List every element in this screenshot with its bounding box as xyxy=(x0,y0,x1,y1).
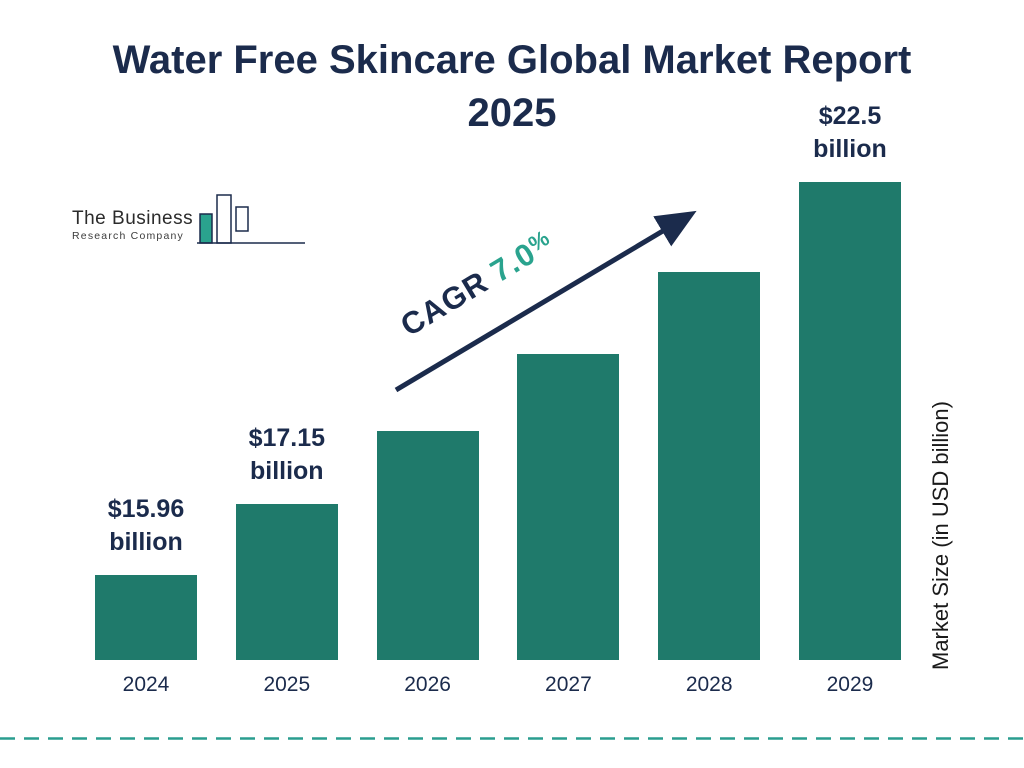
logo-name: The Business xyxy=(72,208,194,229)
bar-2025 xyxy=(235,503,338,660)
bar-2028 xyxy=(658,271,761,660)
logo-barchart-icon xyxy=(197,194,306,244)
bar-value-unit: billion xyxy=(249,456,324,485)
x-axis-label-2025: 2025 xyxy=(263,673,311,696)
bar-column-2029: $22.5 billion 2029 xyxy=(798,100,901,705)
bar-2026 xyxy=(376,431,479,660)
bar-value-amount: $15.96 xyxy=(107,495,185,523)
bar-column-2027: 2027 xyxy=(517,353,620,705)
logo-subname: Research Company xyxy=(72,230,184,242)
logo-text: The Business Research Company xyxy=(72,208,193,252)
bottom-dashed-divider xyxy=(0,737,1024,740)
bar-chart: $15.96 billion 2024 $17.15 billion 2025 … xyxy=(95,0,901,705)
bar-value-label-2025: $17.15 billion xyxy=(249,422,325,488)
x-axis-label-2024: 2024 xyxy=(122,673,170,696)
bar-value-amount: $17.15 xyxy=(248,423,326,452)
bar-value-label-2024: $15.96 billion xyxy=(108,493,184,559)
page-title: Water Free Skincare Global Market Report… xyxy=(112,38,912,135)
bar-column-2025: $17.15 billion 2025 xyxy=(235,422,338,706)
bar-column-2028: 2028 xyxy=(658,271,761,706)
bar-value-unit: billion xyxy=(813,135,887,163)
x-axis-label-2027: 2027 xyxy=(545,673,592,696)
bar-column-2026: 2026 xyxy=(376,431,479,705)
x-axis-label-2028: 2028 xyxy=(685,673,733,696)
bar-2029 xyxy=(798,182,901,660)
bar-2024 xyxy=(95,575,197,660)
bar-2027 xyxy=(517,353,620,660)
bar-value-label-2029: $22.5 billion xyxy=(813,100,887,166)
bar-value-amount: $22.5 xyxy=(818,102,882,130)
company-logo: The Business Research Company xyxy=(72,192,307,252)
bar-value-unit: billion xyxy=(109,528,183,556)
bar-column-2024: $15.96 billion 2024 xyxy=(95,493,197,705)
x-axis-label-2029: 2029 xyxy=(826,673,874,696)
x-axis-label-2026: 2026 xyxy=(404,673,451,696)
y-axis-title: Market Size (in USD billion) xyxy=(928,401,953,670)
